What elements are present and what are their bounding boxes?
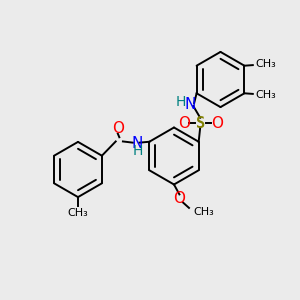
- Text: S: S: [196, 116, 205, 131]
- Text: O: O: [178, 116, 190, 131]
- Text: CH₃: CH₃: [255, 90, 276, 100]
- Text: CH₃: CH₃: [68, 208, 88, 218]
- Text: N: N: [184, 97, 196, 112]
- Text: O: O: [173, 191, 185, 206]
- Text: CH₃: CH₃: [194, 207, 214, 217]
- Text: O: O: [112, 121, 124, 136]
- Text: H: H: [132, 144, 142, 158]
- Text: H: H: [176, 94, 187, 109]
- Text: CH₃: CH₃: [255, 59, 276, 69]
- Text: O: O: [211, 116, 223, 131]
- Text: N: N: [132, 136, 143, 151]
